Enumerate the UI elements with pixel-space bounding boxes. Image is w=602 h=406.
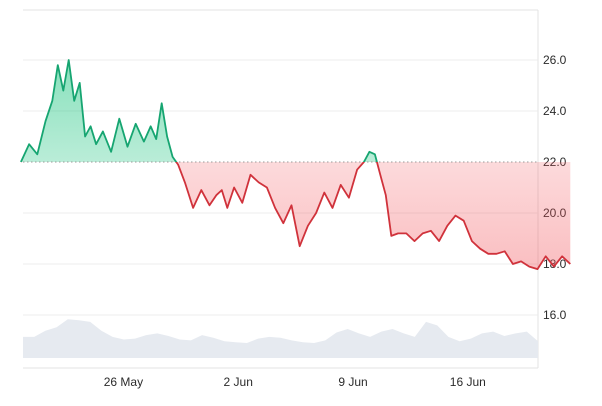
data-point [357, 169, 358, 170]
data-point [324, 192, 325, 193]
data-point [380, 174, 381, 175]
data-point [242, 202, 243, 203]
data-point [369, 151, 370, 152]
data-point [455, 215, 456, 216]
data-point [562, 256, 563, 257]
data-point [537, 269, 538, 270]
data-point [85, 136, 86, 137]
data-point [363, 161, 364, 162]
data-point [161, 103, 162, 104]
data-point [299, 246, 300, 247]
x-tick-label: 26 May [104, 375, 143, 389]
data-point [307, 225, 308, 226]
data-point [167, 136, 168, 137]
data-point [340, 184, 341, 185]
data-point [439, 241, 440, 242]
data-point [201, 190, 202, 191]
x-tick-label: 16 Jun [450, 375, 486, 389]
data-point [29, 144, 30, 145]
y-tick-label: 26.0 [543, 53, 567, 67]
data-point [227, 207, 228, 208]
data-point [283, 223, 284, 224]
area-above-baseline [20, 60, 571, 162]
data-point [127, 146, 128, 147]
data-point [488, 253, 489, 254]
data-point [391, 235, 392, 236]
data-point [385, 195, 386, 196]
data-point [332, 207, 333, 208]
y-tick-label: 16.0 [543, 308, 567, 322]
data-point [57, 65, 58, 66]
data-point [374, 154, 375, 155]
data-point [348, 197, 349, 198]
data-point [275, 207, 276, 208]
data-point [422, 233, 423, 234]
data-point [74, 100, 75, 101]
data-point [63, 90, 64, 91]
data-point [79, 82, 80, 83]
data-point [221, 190, 222, 191]
data-point [512, 263, 513, 264]
data-point [471, 241, 472, 242]
data-point [521, 261, 522, 262]
x-tick-label: 2 Jun [224, 375, 253, 389]
data-point [216, 195, 217, 196]
data-point [430, 230, 431, 231]
data-point [234, 187, 235, 188]
data-point [553, 266, 554, 267]
data-point [545, 256, 546, 257]
data-point [172, 156, 173, 157]
data-point [414, 241, 415, 242]
data-point [258, 182, 259, 183]
data-point [496, 253, 497, 254]
price-line-below [20, 162, 571, 270]
data-point [529, 266, 530, 267]
data-point [291, 205, 292, 206]
data-point [135, 123, 136, 124]
data-point [156, 139, 157, 140]
data-point [193, 207, 194, 208]
data-point [406, 233, 407, 234]
area-below-baseline [20, 162, 571, 270]
data-point [150, 126, 151, 127]
data-point [209, 205, 210, 206]
data-point [250, 174, 251, 175]
data-point [184, 182, 185, 183]
data-point [96, 144, 97, 145]
data-point [398, 233, 399, 234]
data-point [52, 100, 53, 101]
data-point [111, 151, 112, 152]
data-point [463, 220, 464, 221]
data-point [143, 141, 144, 142]
data-point [266, 187, 267, 188]
y-tick-label: 24.0 [543, 104, 567, 118]
data-point [45, 121, 46, 122]
data-point [480, 248, 481, 249]
data-point [102, 131, 103, 132]
data-point [447, 225, 448, 226]
data-point [178, 164, 179, 165]
data-point [90, 126, 91, 127]
data-point [37, 154, 38, 155]
volume-area [23, 319, 538, 358]
data-point [504, 251, 505, 252]
data-point [570, 263, 571, 264]
x-tick-label: 9 Jun [338, 375, 367, 389]
data-point [316, 212, 317, 213]
data-point [68, 59, 69, 60]
data-point [119, 118, 120, 119]
data-point [20, 161, 21, 162]
price-line-above [20, 59, 378, 162]
